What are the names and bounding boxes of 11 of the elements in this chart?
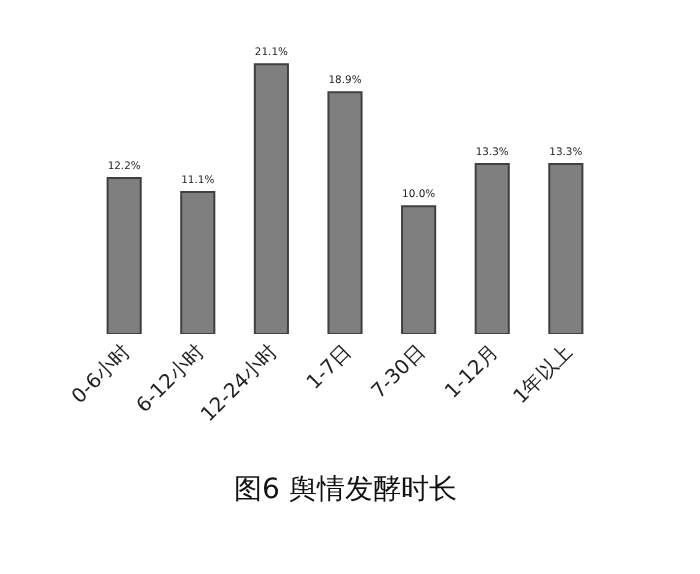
bar [180,191,216,334]
bar [106,177,142,334]
caption: 图6 舆情发酵时长 [234,474,457,506]
bar [401,205,437,334]
bar [474,162,510,334]
bar [253,63,289,334]
x-tick-label: 1-7日 [303,341,357,395]
bar [327,91,363,334]
x-tick-label: 1年以上 [508,340,578,409]
bar [548,162,584,334]
x-tick-label: 0-6小时 [67,340,136,409]
